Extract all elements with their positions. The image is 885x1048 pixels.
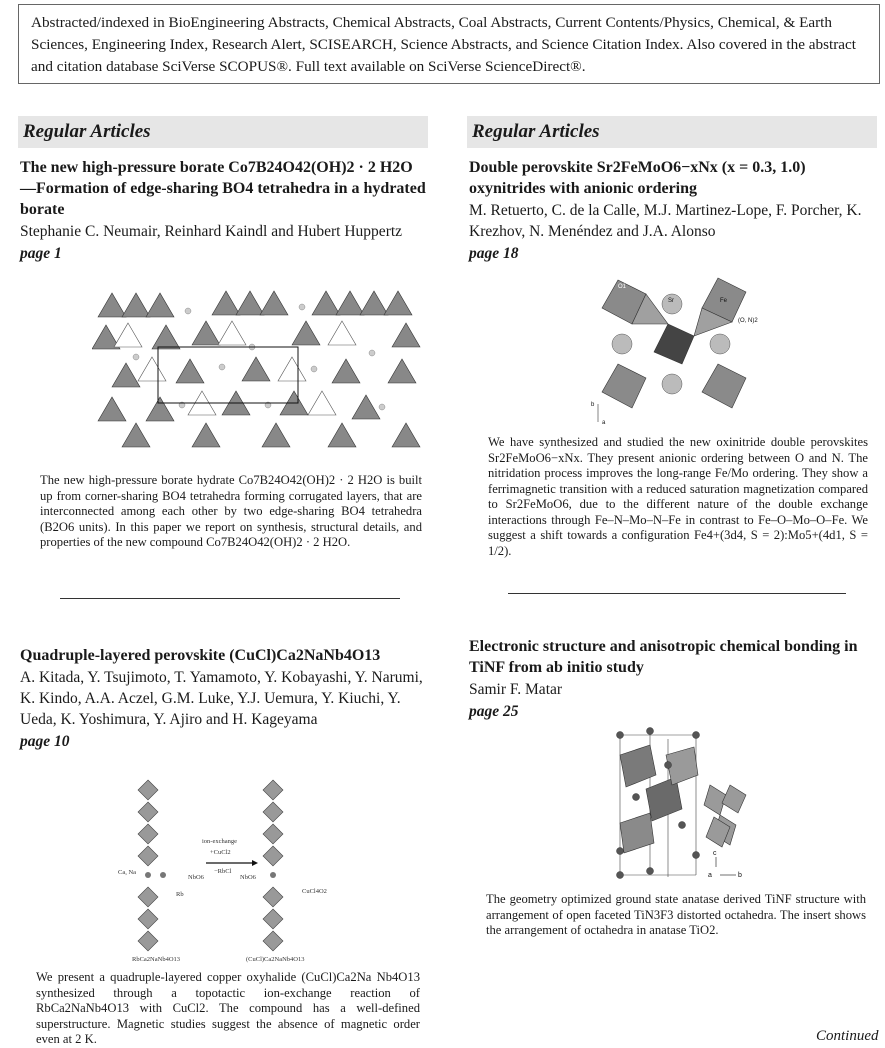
label-right-compound: (CuCl)Ca2NaNb4O13 [246,956,305,963]
article-4: Electronic structure and anisotropic che… [469,636,877,722]
article-authors: A. Kitada, Y. Tsujimoto, T. Yamamoto, Y.… [20,669,423,728]
label-c-axis: c [713,850,717,857]
article-3: Quadruple-layered perovskite (CuCl)Ca2Na… [20,645,430,752]
divider [508,593,846,594]
label-ion-exchange: ion-exchange [202,838,237,845]
perovskite-structure-figure: O1 Sr Fe (O, N)2 b a [591,277,758,426]
borate-structure-figure [92,290,421,448]
left-column: Regular Articles [18,116,428,148]
article-title[interactable]: Double perovskite Sr2FeMoO6−xNx (x = 0.3… [469,159,806,197]
article-abstract: We have synthesized and studied the new … [488,435,868,558]
section-heading-left: Regular Articles [18,116,428,148]
article-page[interactable]: page 25 [469,703,519,720]
label-a-axis: a [602,420,606,426]
tinf-structure-figure: c a b [616,727,747,879]
label-o1: O1 [618,284,627,290]
article-2: Double perovskite Sr2FeMoO6−xNx (x = 0.3… [469,157,877,264]
label-cucl4o2: CuCl4O2 [302,888,327,895]
article-authors: Stephanie C. Neumair, Reinhard Kaindl an… [20,223,403,240]
label-b-axis: b [738,872,742,879]
article-page[interactable]: page 18 [469,245,519,262]
label-rb: Rb [176,891,184,898]
indexing-notice: Abstracted/indexed in BioEngineering Abs… [18,4,880,84]
right-column: Regular Articles [467,116,877,148]
article-page[interactable]: page 1 [20,245,62,262]
article-title[interactable]: Quadruple-layered perovskite (CuCl)Ca2Na… [20,647,381,664]
article-abstract: We present a quadruple-layered copper ox… [36,970,420,1046]
article-title[interactable]: The new high-pressure borate Co7B24O42(O… [20,159,426,218]
label-nbo6: NbO6 [240,874,257,881]
label-on2: (O, N)2 [738,318,758,324]
article-abstract: The new high-pressure borate hydrate Co7… [40,473,422,549]
label-rbcl: −RbCl [214,868,232,875]
article-authors: Samir F. Matar [469,681,563,698]
article-authors: M. Retuerto, C. de la Calle, M.J. Martin… [469,202,862,240]
label-left-compound: RbCa2NaNb4O13 [132,956,180,963]
label-cucl2: +CuCl2 [210,849,231,856]
ion-exchange-figure: ion-exchange +CuCl2 −RbCl NbO6 NbO6 Ca, … [118,779,327,963]
section-heading-right: Regular Articles [467,116,877,148]
label-sr: Sr [668,298,674,304]
article-page[interactable]: page 10 [20,733,70,750]
label-b-axis: b [591,402,595,408]
article-abstract: The geometry optimized ground state anat… [486,892,866,937]
article-title[interactable]: Electronic structure and anisotropic che… [469,638,858,676]
label-nbo6: NbO6 [188,874,205,881]
label-fe: Fe [720,298,728,304]
divider [60,598,400,599]
label-a-axis: a [708,872,712,879]
label-ca-na: Ca, Na [118,869,136,876]
article-1: The new high-pressure borate Co7B24O42(O… [20,157,428,264]
continued-label: Continued [816,1028,879,1044]
